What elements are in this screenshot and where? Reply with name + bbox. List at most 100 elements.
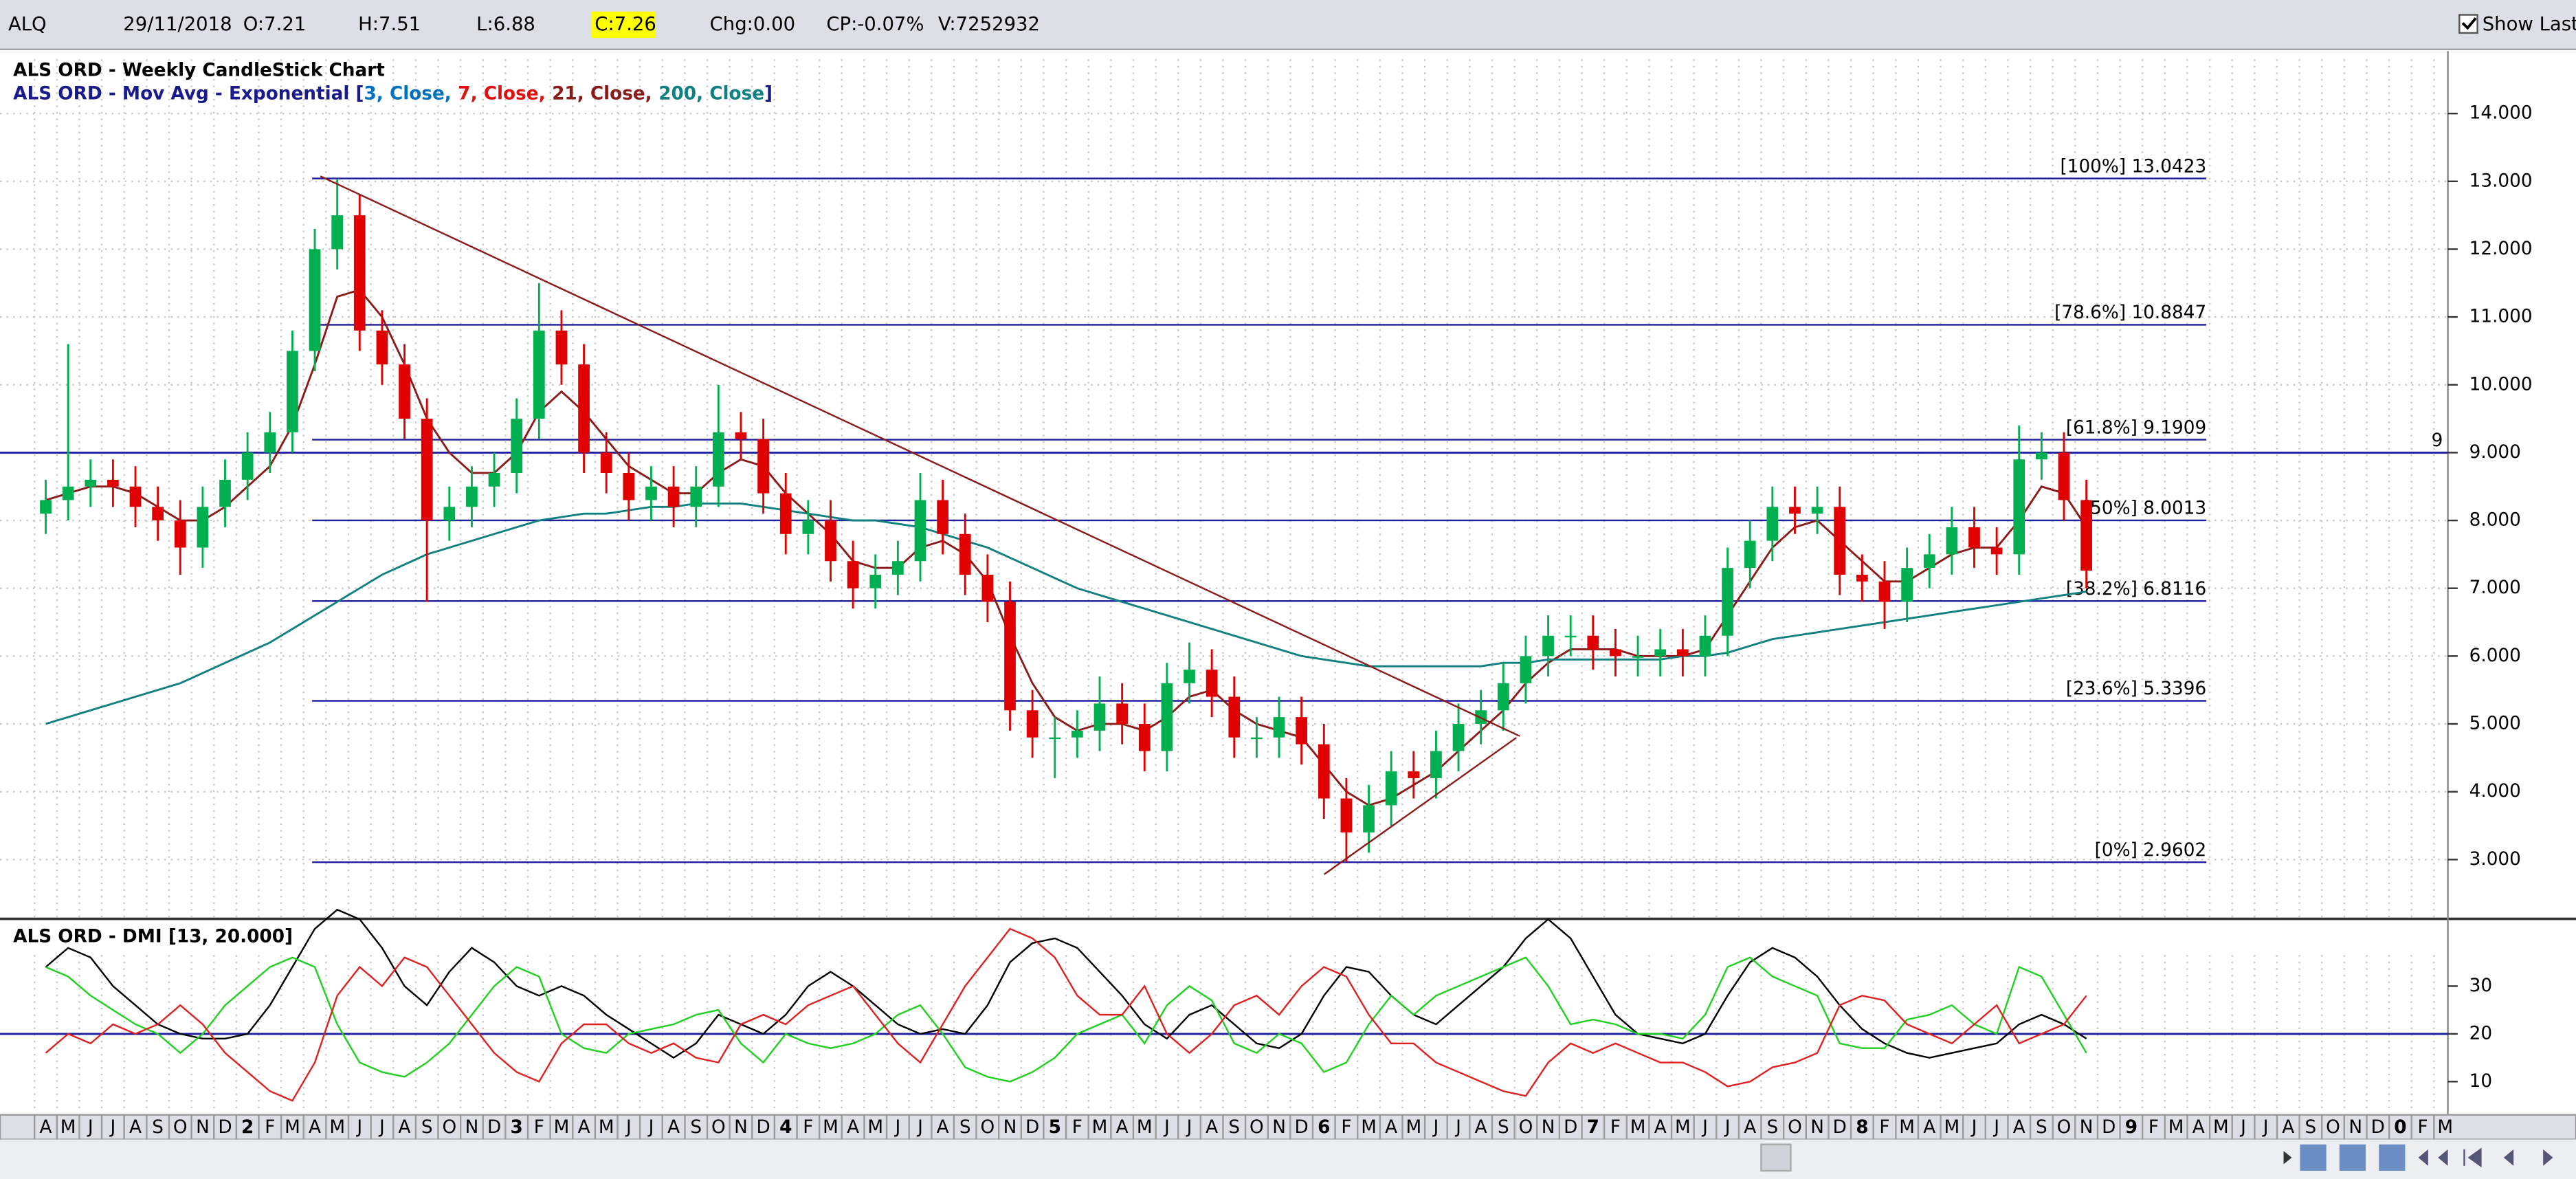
x-tick-label: M — [1899, 1117, 1915, 1138]
x-tick-label: M — [1406, 1117, 1421, 1138]
scroll-left-fast[interactable] — [2418, 1149, 2448, 1166]
y-tick-label: 6.000 — [2469, 646, 2521, 666]
x-tick-label: J — [916, 1117, 923, 1138]
candle-body — [1654, 649, 1667, 657]
x-tick-label: S — [1498, 1117, 1509, 1138]
candle-body — [85, 479, 97, 487]
x-tick-label: D — [2102, 1117, 2116, 1138]
scroll-left[interactable] — [2503, 1149, 2514, 1166]
candle-body — [1901, 568, 1913, 602]
x-tick-label: S — [1766, 1117, 1778, 1138]
volume-value: V:7252932 — [938, 13, 1040, 35]
legend-prefix: ALS ORD - Mov Avg - Exponential [ — [13, 83, 364, 104]
candle-body — [735, 432, 747, 439]
x-tick-label: D — [756, 1117, 770, 1138]
low-value: L:6.88 — [476, 13, 535, 35]
dmi-title: ALS ORD - DMI [13, 20.000] — [13, 926, 293, 947]
candle-body — [40, 500, 52, 514]
candle-body — [421, 419, 433, 521]
candle-body — [959, 533, 971, 575]
zoom-button[interactable] — [2300, 1144, 2327, 1171]
x-tick-label: J — [1970, 1117, 1977, 1138]
candle-body — [399, 364, 410, 419]
candle-body — [1946, 527, 1958, 555]
x-tick-label: F — [1879, 1117, 1889, 1138]
y-tick-label: 8.000 — [2469, 510, 2521, 531]
candle-body — [1004, 602, 1016, 711]
candle-body — [825, 520, 836, 562]
candle-body — [1878, 581, 1891, 602]
y-tick-label: 20 — [2469, 1023, 2492, 1044]
candle-body — [2036, 452, 2047, 460]
x-tick-label: F — [803, 1117, 813, 1138]
x-tick-label: 8 — [1856, 1117, 1868, 1138]
zoom-out-button[interactable] — [2339, 1144, 2366, 1171]
candle-body — [1138, 724, 1151, 751]
high-value: H:7.51 — [358, 13, 421, 35]
x-tick-label: A — [1475, 1117, 1487, 1138]
x-tick-label: N — [734, 1117, 748, 1138]
x-tick-label: 5 — [1049, 1117, 1061, 1138]
candle-body — [1363, 805, 1375, 833]
scroll-start[interactable] — [2463, 1147, 2482, 1168]
candle-body — [1026, 710, 1039, 738]
x-tick-label: F — [265, 1117, 275, 1138]
trendline — [320, 175, 1520, 737]
x-tick-label: D — [2371, 1117, 2385, 1138]
x-tick-label: O — [1250, 1117, 1264, 1138]
scroll-thumb[interactable] — [1760, 1143, 1792, 1172]
x-tick-label: 7 — [1587, 1117, 1599, 1138]
x-tick-label: A — [578, 1117, 590, 1138]
x-tick-label: A — [1116, 1117, 1129, 1138]
candle-body — [2013, 459, 2025, 555]
x-tick-label: O — [1788, 1117, 1802, 1138]
change-pct: CP:-0.07% — [826, 13, 924, 35]
reset-button[interactable] — [2379, 1144, 2406, 1171]
candle-body — [1273, 717, 1285, 738]
candle-body — [981, 574, 994, 602]
fib-label: [23.6%] 5.3396 — [2066, 679, 2206, 699]
candle-body — [1766, 507, 1779, 541]
x-tick-label: J — [1432, 1117, 1439, 1138]
x-tick-label: S — [690, 1117, 702, 1138]
candle-body — [1340, 798, 1353, 833]
show-last-label[interactable]: Show Last — [2483, 13, 2576, 35]
legend-item: 3, Close, — [364, 83, 452, 104]
x-tick-label: A — [1744, 1117, 1756, 1138]
x-tick-label: D — [1295, 1117, 1309, 1138]
candle-body — [1116, 703, 1129, 725]
y-tick-label: 14.000 — [2469, 103, 2533, 124]
x-tick-label: O — [2057, 1117, 2072, 1138]
x-tick-label: N — [1810, 1117, 1824, 1138]
candle-body — [847, 561, 859, 588]
x-tick-label: F — [534, 1117, 544, 1138]
x-tick-label: S — [2305, 1117, 2317, 1138]
scroll-forward[interactable] — [2543, 1149, 2553, 1166]
x-tick-label: A — [2282, 1117, 2294, 1138]
x-tick-label: S — [959, 1117, 971, 1138]
x-tick-label: M — [2168, 1117, 2184, 1138]
candle-body — [667, 486, 680, 507]
candle-body — [779, 493, 792, 534]
candle-body — [1990, 547, 2003, 555]
candle-body — [555, 330, 568, 365]
x-tick-label: F — [1610, 1117, 1621, 1138]
candle-body — [1744, 540, 1756, 569]
x-tick-label: N — [2080, 1117, 2094, 1138]
x-tick-label: F — [2148, 1117, 2159, 1138]
scroll-right[interactable] — [2283, 1151, 2292, 1165]
x-tick-label: J — [647, 1117, 654, 1138]
candle-body — [107, 479, 119, 487]
candle-body — [152, 507, 164, 521]
x-tick-label: A — [667, 1117, 680, 1138]
x-tick-label: J — [625, 1117, 632, 1138]
x-tick-label: M — [329, 1117, 345, 1138]
fib-label: [61.8%] 9.1909 — [2066, 417, 2206, 438]
x-tick-label: S — [152, 1117, 164, 1138]
candle-body — [1251, 737, 1263, 740]
x-tick-label: 6 — [1318, 1117, 1330, 1138]
candle-body — [287, 351, 298, 432]
show-last-checkbox[interactable]: Show Last — [2458, 13, 2576, 35]
x-tick-label: J — [1163, 1117, 1170, 1138]
